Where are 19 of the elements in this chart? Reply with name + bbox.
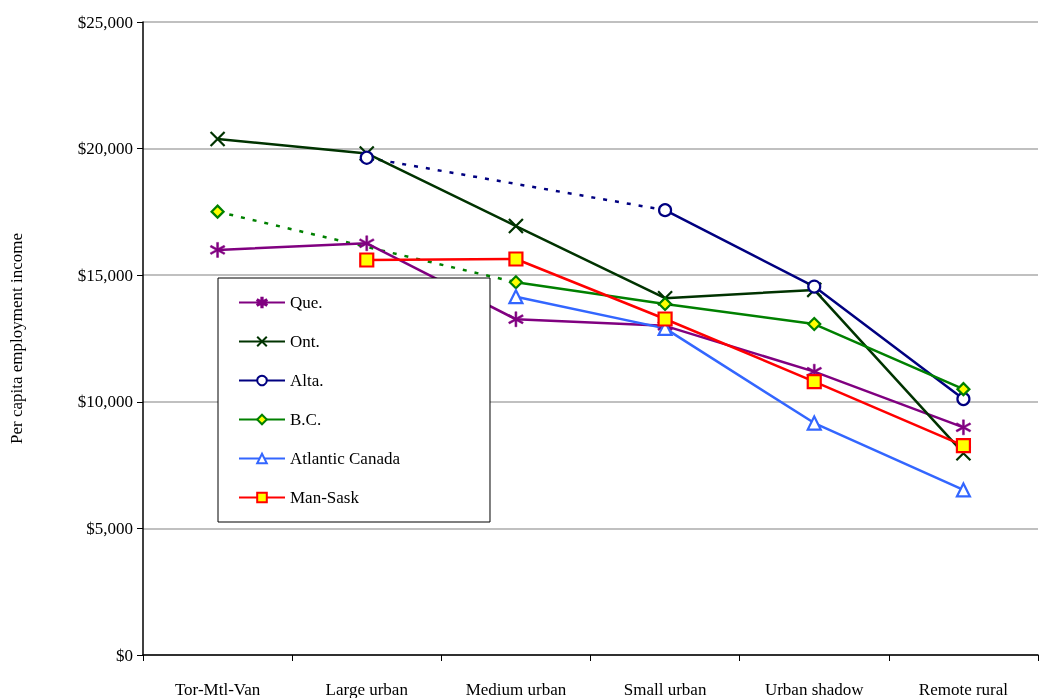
y-axis-title: Per capita employment income [7,232,26,445]
y-tick-label: $5,000 [86,518,133,538]
x-tick-label: Small urban [623,680,707,698]
x-tick-label: Medium urban [465,680,567,698]
y-tick-label: $10,000 [77,392,133,412]
legend-label: Atlantic Canada [290,449,401,468]
x-tick-label: Remote rural [918,680,1009,698]
legend-label: Man-Sask [290,488,360,507]
legend-label: B.C. [290,410,322,429]
x-tick-label: Large urban [325,680,409,698]
y-tick-label: $20,000 [77,139,133,159]
y-tick-label: $0 [116,645,133,665]
x-tick-label: Tor-Mtl-Van [174,680,261,698]
legend-label: Que. [290,293,323,312]
y-tick-label: $25,000 [77,12,133,32]
legend-label: Ont. [290,332,320,351]
legend-label: Alta. [290,371,324,390]
y-tick-label: $15,000 [77,265,133,285]
x-tick-label: Urban shadow [764,680,865,698]
